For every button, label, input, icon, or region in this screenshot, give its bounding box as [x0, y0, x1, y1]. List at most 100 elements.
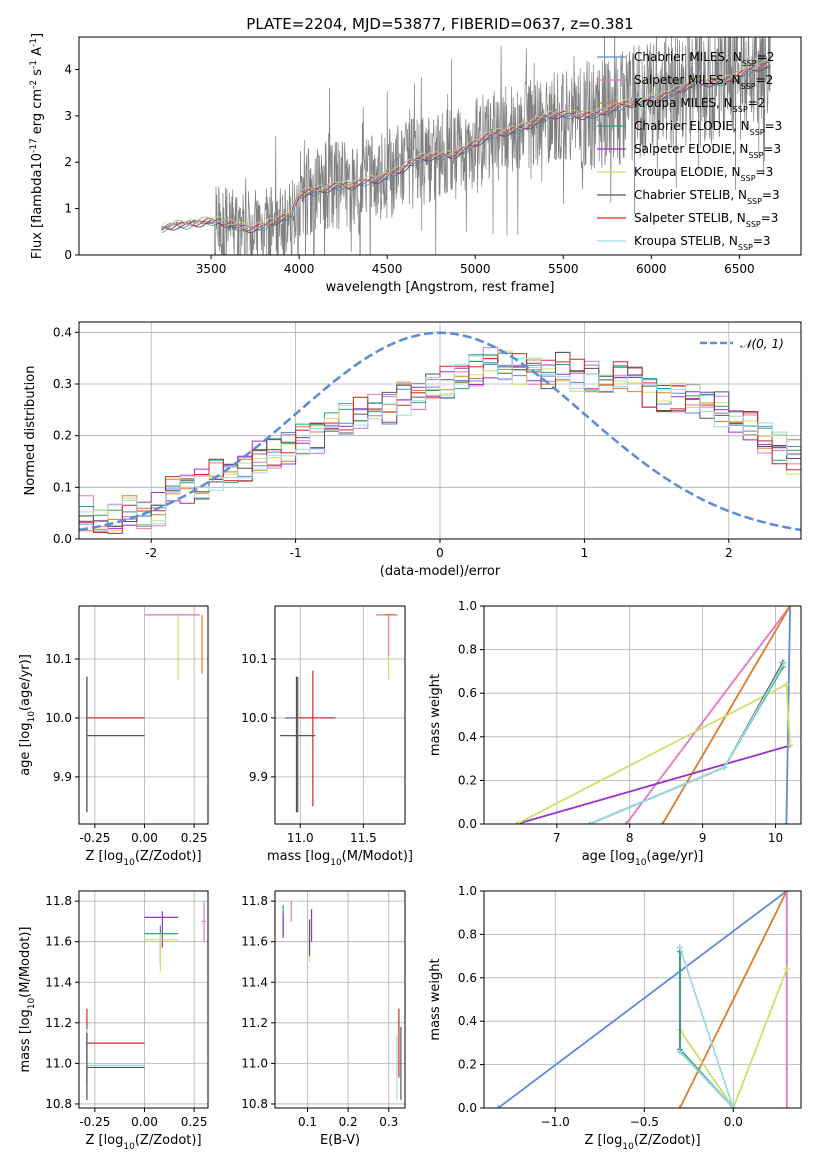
weight-series-marker — [787, 606, 794, 609]
mass-vs-age-panel: 11.0 11.5 9.9 10.0 10.1 mass [log10(M/Modot)] — [241, 605, 413, 868]
axes-ticks: 0.1 0.2 0.3 10.8 11.0 11.2 11.4 11.6 11.8 — [241, 891, 405, 1129]
y-axis-label: mass weight — [428, 674, 443, 756]
y-tick-label: 10.0 — [45, 711, 72, 725]
y-axis-label: mass [log10(M/Modot)] — [18, 927, 37, 1073]
legend-entry: Chabrier MILES, NSSP=2 — [634, 50, 774, 68]
plot-area — [282, 901, 402, 1100]
x-tick-label: 0 — [436, 546, 444, 560]
legend-entry: Chabrier STELIB, NSSP=3 — [634, 188, 780, 206]
x-tick-label: 8 — [626, 831, 634, 845]
y-tick-label: 11.2 — [45, 1016, 72, 1030]
plot-area — [513, 606, 794, 824]
x-tick-label: 0.2 — [339, 1115, 358, 1129]
weight-series-marker — [781, 659, 788, 666]
x-axis-label: wavelength [Angstrom, rest frame] — [326, 280, 555, 295]
weight-series-marker — [676, 944, 683, 951]
x-tick-label: 11.0 — [287, 831, 314, 845]
x-tick-label: 4500 — [372, 262, 403, 276]
axes-ticks: 7 8 9 10 0.0 0.2 0.4 0.6 0.8 1.0 — [458, 599, 801, 845]
weight-series-marker — [783, 1105, 790, 1108]
plot-area — [161, 37, 771, 255]
y-tick-label: 11.0 — [241, 1056, 268, 1070]
y-axis-label: mass weight — [428, 958, 443, 1040]
x-tick-label: 11.5 — [350, 831, 377, 845]
x-axis-label: Z [log10(Z/Zodot)] — [85, 849, 201, 868]
y-axis-label: Normed distribution — [23, 366, 38, 496]
y-tick-label: 0.4 — [458, 1014, 477, 1028]
axes-frame — [78, 36, 802, 256]
x-tick-label: 9 — [699, 831, 707, 845]
axes-ticks: 11.0 11.5 9.9 10.0 10.1 — [241, 606, 405, 845]
axes-frame — [78, 605, 209, 825]
legend-entry: Kroupa STELIB, NSSP=3 — [634, 234, 771, 252]
y-tick-label: 1.0 — [458, 599, 477, 613]
x-tick-label: 5500 — [548, 262, 579, 276]
x-tick-label: 2 — [725, 546, 733, 560]
y-axis-label: Flux [flambda10-17 erg cm-2 s-1 A-1] — [29, 33, 45, 259]
plot-area — [86, 901, 207, 1100]
spectrum-legend: Chabrier MILES, NSSP=2 Salpeter MILES, NS… — [597, 50, 782, 252]
y-tick-label: 9.9 — [53, 770, 72, 784]
y-tick-label: 2 — [64, 155, 72, 169]
y-tick-label: 11.4 — [241, 975, 268, 989]
y-tick-label: 0.1 — [53, 480, 72, 494]
y-tick-label: 0.6 — [458, 971, 477, 985]
weight-series-marker — [513, 821, 520, 824]
weight-series-marker — [721, 764, 728, 771]
axes-ticks: -0.25 0.00 0.25 10.8 11.0 11.2 11.4 11.6 11.8 — [45, 891, 208, 1129]
x-tick-label: 7 — [553, 831, 561, 845]
y-tick-label: 0 — [64, 248, 72, 262]
axes-frame — [78, 321, 802, 540]
y-tick-label: 0.4 — [53, 325, 72, 339]
y-tick-label: 0.2 — [458, 773, 477, 787]
weight-series-line — [679, 891, 788, 1108]
y-tick-label: 11.8 — [241, 894, 268, 908]
model-spectrum-line — [161, 64, 771, 234]
y-tick-label: 9.9 — [249, 770, 268, 784]
x-tick-label: 0.00 — [131, 831, 158, 845]
legend-entry: Salpeter ELODIE, NSSP=3 — [634, 142, 781, 160]
x-axis-label: (data-model)/error — [380, 564, 501, 579]
data-point — [285, 676, 336, 813]
residual-histogram-panel: -2 -1 0 1 2 0.0 0.1 0.2 0.3 0.4 (data-model)/error… — [23, 321, 802, 579]
y-tick-label: 0.8 — [458, 643, 477, 657]
x-tick-label: 4000 — [284, 262, 315, 276]
data-point — [86, 1008, 145, 1084]
axes-ticks: -0.25 0.00 0.25 9.9 10.0 10.1 — [45, 606, 208, 845]
weight-series-line — [679, 947, 735, 1108]
x-tick-label: -1 — [290, 546, 302, 560]
x-tick-label: 0.00 — [131, 1115, 158, 1129]
y-tick-label: 10.8 — [241, 1097, 268, 1111]
y-tick-label: 10.1 — [241, 652, 268, 666]
metallicity-vs-age-panel: -0.25 0.00 0.25 9.9 10.0 10.1 Z [log10(Z/Zodot… — [18, 605, 209, 868]
plot-area — [495, 891, 790, 1108]
x-tick-label: 0.1 — [298, 1115, 317, 1129]
y-tick-label: 11.2 — [241, 1016, 268, 1030]
data-point — [144, 933, 179, 973]
y-tick-label: 11.6 — [241, 935, 268, 949]
y-tick-label: 0.2 — [53, 429, 72, 443]
x-axis-label: E(B-V) — [320, 1133, 360, 1148]
x-tick-label: 0.25 — [181, 1115, 208, 1129]
data-point — [86, 676, 145, 813]
x-tick-label: 5000 — [460, 262, 491, 276]
metallicity-vs-mass-panel: -0.25 0.00 0.25 10.8 11.0 11.2 11.4 11.6 11.8 Z [… — [18, 890, 209, 1152]
data-point — [297, 670, 335, 807]
data-point — [378, 614, 397, 680]
data-point — [86, 1028, 145, 1100]
y-tick-label: 1 — [64, 202, 72, 216]
axes-ticks: −1.0 −0.5 0.0 0.0 0.2 0.4 0.6 0.8 1.0 — [458, 884, 801, 1129]
ebv-vs-mass-panel: 0.1 0.2 0.3 10.8 11.0 11.2 11.4 11.6 11.8 E(B-V) — [241, 890, 406, 1148]
x-tick-label: 0.25 — [181, 831, 208, 845]
y-tick-label: 0.6 — [458, 686, 477, 700]
weight-series-marker — [787, 742, 794, 749]
spectrum-panel: 3500 4000 4500 5000 5500 6000 6500 0 1 2 3 4 wavelen… — [29, 33, 802, 295]
legend-entry: Salpeter STELIB, NSSP=3 — [634, 211, 778, 229]
axes-frame — [274, 605, 406, 825]
x-tick-label: 0.0 — [724, 1115, 743, 1129]
x-tick-label: 1 — [581, 546, 589, 560]
weight-series-marker — [586, 821, 593, 824]
weight-series-marker — [783, 821, 790, 824]
residual-legend: 𝒩(0, 1) — [700, 337, 784, 351]
y-tick-label: 11.0 — [45, 1056, 72, 1070]
